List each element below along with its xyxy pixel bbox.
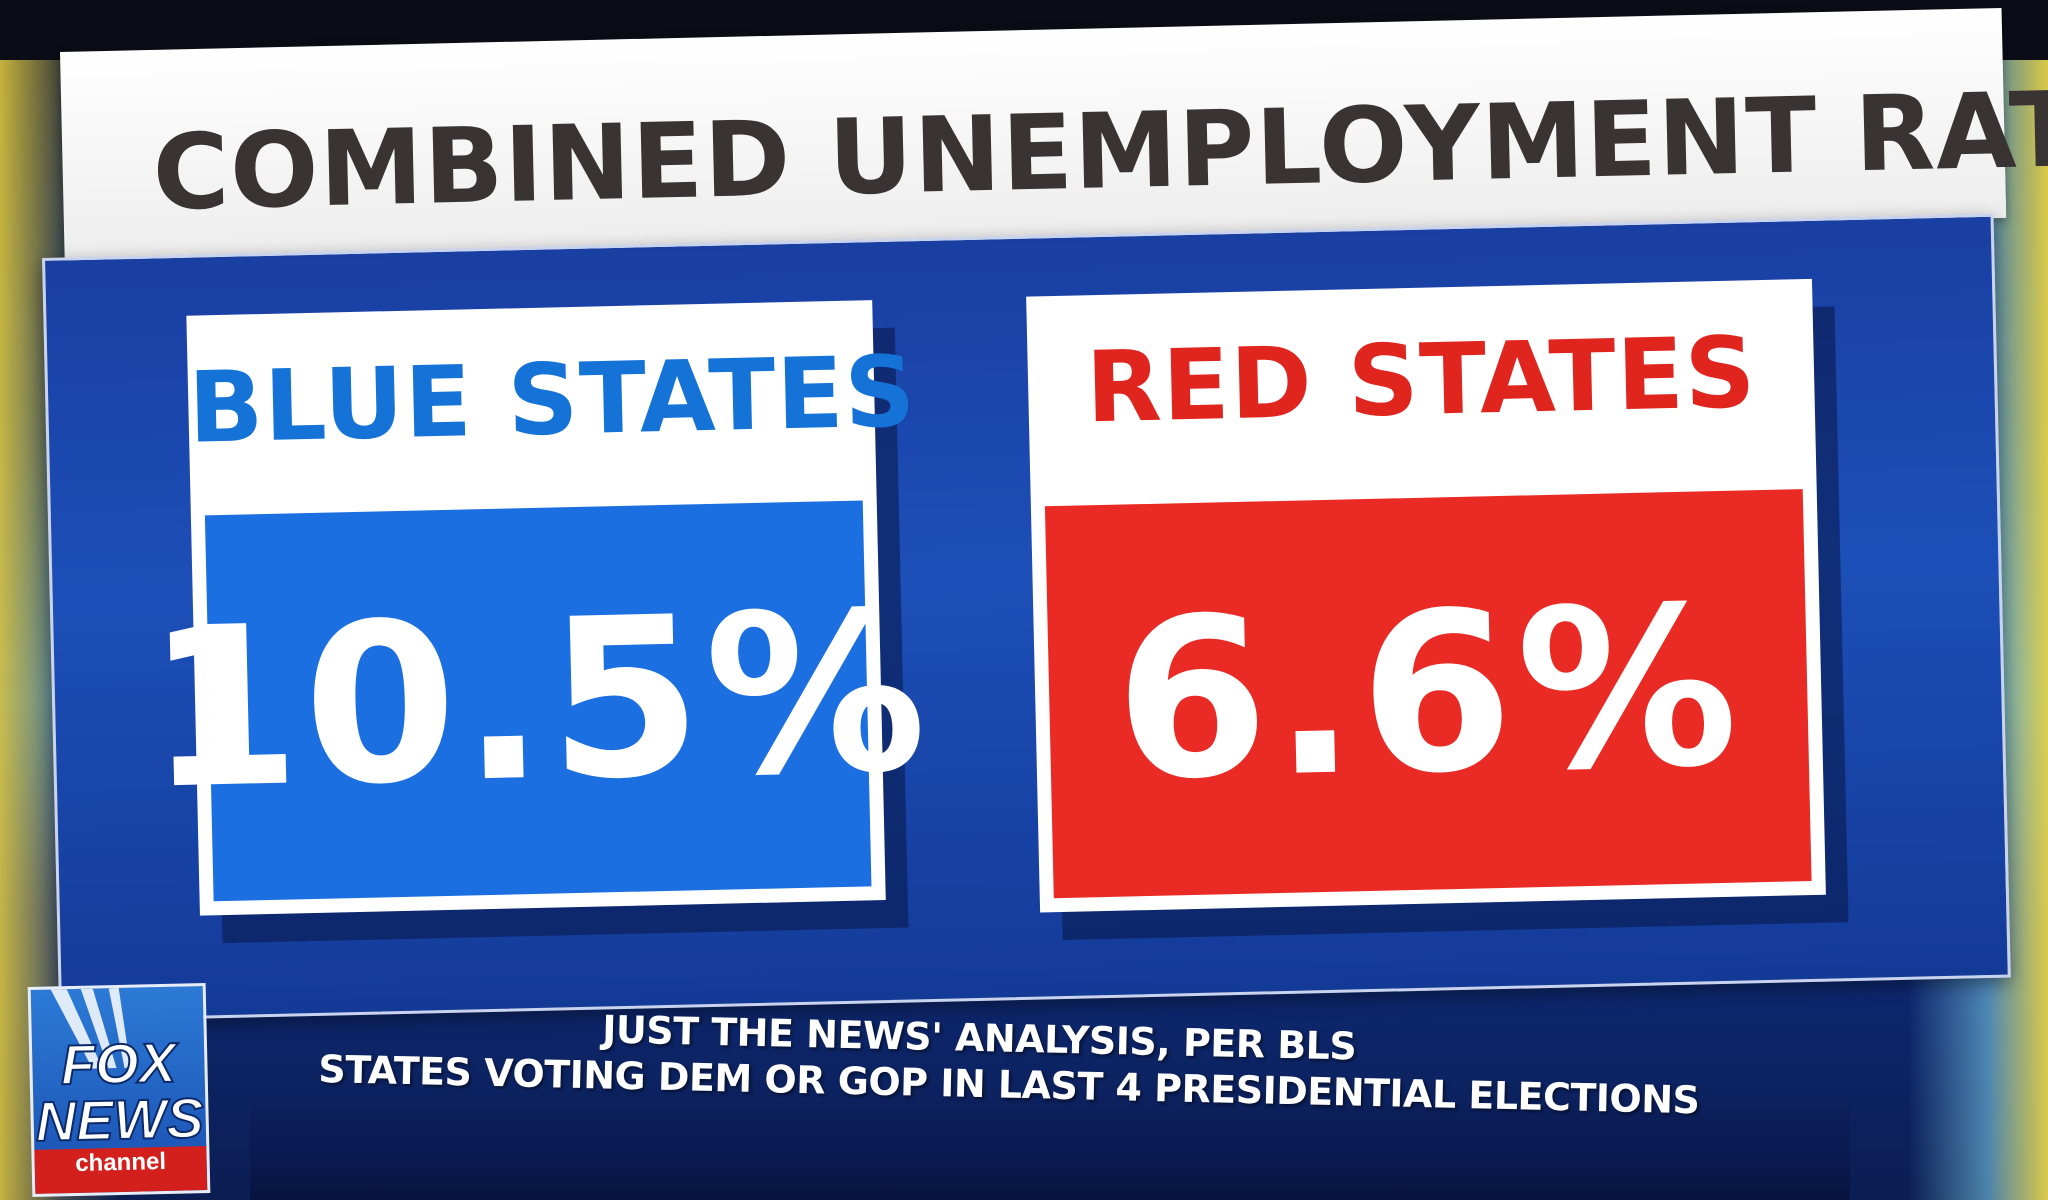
blue-states-card: BLUE STATES 10.5% <box>144 300 933 916</box>
main-panel: BLUE STATES 10.5% RED STATES 6.6% <box>42 213 2011 1022</box>
lower-band <box>250 1090 1850 1200</box>
graphic-title: COMBINED UNEMPLOYMENT RATE <box>151 66 2048 234</box>
red-states-card: RED STATES 6.6% <box>1026 278 1826 913</box>
logo-channel-strip: channel <box>34 1146 208 1194</box>
fox-news-logo: FOX NEWS channel <box>27 983 211 1197</box>
blue-states-value-box: 10.5% <box>144 500 933 902</box>
blue-states-value: 10.5% <box>143 564 933 838</box>
red-states-value-box: 6.6% <box>1044 489 1812 899</box>
blue-states-label: BLUE STATES <box>187 335 918 466</box>
red-states-value: 6.6% <box>1112 558 1745 829</box>
logo-searchlight-icon <box>50 987 131 1069</box>
logo-word-news: NEWS <box>34 1085 205 1154</box>
logo-word-fox: FOX <box>59 1030 178 1098</box>
red-states-label: RED STATES <box>1084 316 1758 446</box>
